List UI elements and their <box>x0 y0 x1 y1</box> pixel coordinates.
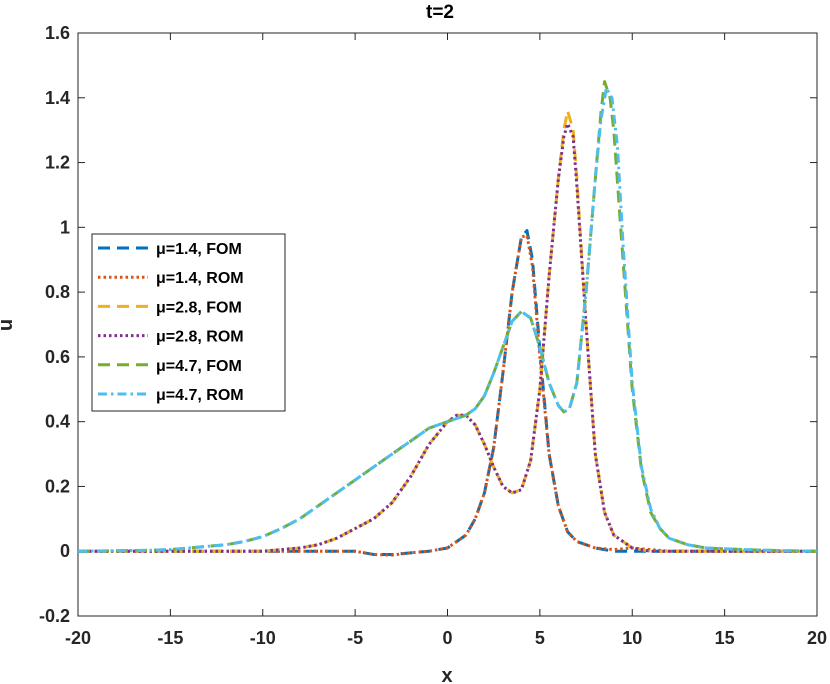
legend-label: μ=4.7, ROM <box>156 387 244 404</box>
y-axis-label: u <box>0 319 17 331</box>
chart-title: t=2 <box>426 2 454 23</box>
legend-label: μ=4.7, FOM <box>156 358 242 375</box>
y-axis-ticks: -0.2 0 0.2 0.4 0.6 0.8 1 1.2 1.4 1.6 <box>39 23 817 626</box>
x-tick-label: 10 <box>622 628 642 648</box>
series-line-3 <box>78 109 817 553</box>
y-tick-label: 0.4 <box>45 412 70 432</box>
series-line-6 <box>77 86 818 553</box>
y-tick-label: 0.2 <box>45 476 70 496</box>
y-tick-label: 0.6 <box>45 347 70 367</box>
legend-label: μ=2.8, ROM <box>156 329 244 346</box>
x-tick-label: -10 <box>250 628 276 648</box>
x-axis-label: x <box>441 665 452 684</box>
series-layer <box>77 80 818 557</box>
x-tick-label: -20 <box>65 628 91 648</box>
x-tick-label: 20 <box>807 628 827 648</box>
legend: μ=1.4, FOM μ=1.4, ROM μ=2.8, FOM μ=2.8, ROM… <box>91 233 286 412</box>
y-tick-label: 0.8 <box>45 282 70 302</box>
x-tick-label: 0 <box>442 628 452 648</box>
x-tick-label: -15 <box>157 628 183 648</box>
y-tick-label: 1.4 <box>45 88 70 108</box>
y-tick-label: 1 <box>60 217 70 237</box>
x-tick-label: -5 <box>347 628 363 648</box>
y-tick-label: 0 <box>60 541 70 561</box>
legend-box <box>91 233 286 412</box>
series-line-1 <box>78 229 817 556</box>
x-axis-ticks: -20 -15 -10 -5 0 5 10 15 20 <box>65 33 827 648</box>
x-tick-label: 5 <box>535 628 545 648</box>
y-tick-label: 1.2 <box>45 153 70 173</box>
y-tick-label: -0.2 <box>39 606 70 626</box>
y-tick-label: 1.6 <box>45 23 70 43</box>
legend-label: μ=2.8, FOM <box>156 299 242 316</box>
x-tick-label: 15 <box>715 628 735 648</box>
legend-label: μ=1.4, FOM <box>156 241 242 258</box>
legend-label: μ=1.4, ROM <box>156 270 244 287</box>
